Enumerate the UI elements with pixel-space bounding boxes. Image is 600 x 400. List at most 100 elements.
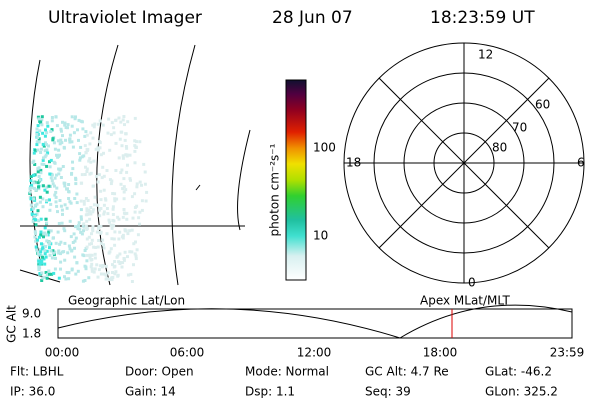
pixel xyxy=(33,230,37,234)
pixel xyxy=(91,210,95,214)
pixel xyxy=(116,254,120,258)
pixel xyxy=(67,271,71,275)
pixel xyxy=(118,252,122,256)
pixel xyxy=(92,125,96,129)
time-label: 23:59 xyxy=(550,346,585,360)
pixel xyxy=(96,245,100,249)
pixel xyxy=(133,144,137,148)
pixel xyxy=(91,136,95,140)
pixel xyxy=(86,148,89,152)
pixel xyxy=(70,140,74,144)
pixel xyxy=(117,260,121,264)
pixel xyxy=(80,181,84,185)
pixel xyxy=(94,246,98,249)
pixel xyxy=(142,162,146,166)
colorbar-tick: 100 xyxy=(313,141,336,155)
pixel xyxy=(130,228,134,232)
pixel xyxy=(90,269,94,273)
pixel xyxy=(39,250,43,254)
pixel xyxy=(42,163,46,166)
pixel xyxy=(66,251,70,255)
pixel xyxy=(78,158,82,162)
polar-grid xyxy=(343,42,585,284)
pixel xyxy=(70,268,74,272)
pixel xyxy=(133,149,137,153)
pixel xyxy=(54,200,58,204)
pixel xyxy=(119,171,123,175)
pixel xyxy=(136,233,140,237)
pixel xyxy=(51,251,55,255)
pixel xyxy=(39,233,43,237)
pixel xyxy=(64,138,67,142)
pixel xyxy=(36,209,40,213)
pixel xyxy=(90,242,93,246)
pixel xyxy=(115,197,119,201)
pixel xyxy=(36,124,40,128)
pixel xyxy=(48,160,51,164)
pixel xyxy=(95,230,99,234)
pixel xyxy=(105,232,109,236)
pixel xyxy=(71,241,75,244)
pixel xyxy=(119,120,123,124)
pixel xyxy=(110,179,114,183)
pixel xyxy=(138,180,142,184)
pixel xyxy=(110,237,114,241)
pixel xyxy=(84,267,88,271)
pixel xyxy=(108,148,112,152)
pixel xyxy=(99,189,103,193)
pixel xyxy=(106,131,110,135)
pixel xyxy=(82,222,86,226)
pixel xyxy=(110,276,114,280)
pixel xyxy=(47,269,51,273)
pixel xyxy=(63,258,67,262)
pixel xyxy=(41,131,45,135)
pixel xyxy=(113,199,117,203)
pixel xyxy=(45,185,49,189)
pixel xyxy=(63,275,66,279)
pixel xyxy=(63,184,67,188)
pixel xyxy=(55,204,59,208)
pixel xyxy=(97,226,100,230)
pixel xyxy=(116,215,120,219)
y-label: 9.0 xyxy=(22,307,41,321)
pixel xyxy=(57,251,61,255)
pixel xyxy=(82,202,86,206)
pixel xyxy=(34,245,38,249)
pixel xyxy=(73,197,77,200)
pixel xyxy=(48,253,52,257)
pixel xyxy=(123,250,127,254)
pixel xyxy=(67,190,71,193)
pixel xyxy=(77,224,80,228)
pixel xyxy=(88,157,92,161)
pixel xyxy=(71,145,75,149)
pixel xyxy=(107,218,111,222)
pixel xyxy=(31,219,35,223)
pixel xyxy=(43,252,47,256)
pixel xyxy=(39,230,43,234)
pixel xyxy=(77,138,80,142)
pixel xyxy=(44,255,48,259)
pixel xyxy=(144,199,148,203)
pixel xyxy=(107,117,111,121)
pixel xyxy=(122,190,126,194)
pixel xyxy=(64,277,68,281)
pixel xyxy=(40,162,44,166)
pixel xyxy=(71,160,74,164)
pixel xyxy=(121,154,125,158)
pixel xyxy=(45,131,49,135)
pixel xyxy=(68,247,72,251)
pixel xyxy=(39,168,43,172)
pixel xyxy=(124,229,128,233)
pixel xyxy=(133,192,137,196)
pixel xyxy=(122,115,126,118)
pixel xyxy=(38,272,42,275)
pixel xyxy=(48,208,52,212)
pixel xyxy=(32,197,36,201)
y-label: 1.8 xyxy=(22,327,41,341)
pixel xyxy=(68,138,72,142)
mark xyxy=(195,184,201,191)
pixel xyxy=(37,140,41,144)
pixel xyxy=(39,147,43,151)
pixel xyxy=(72,131,76,135)
pixel xyxy=(63,181,67,185)
